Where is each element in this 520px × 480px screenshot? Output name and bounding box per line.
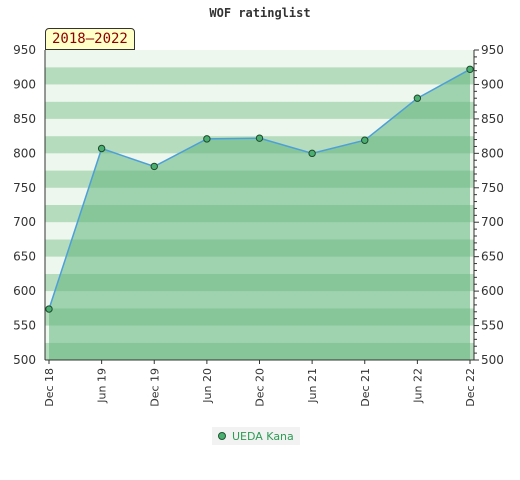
y-tick-label: 750 xyxy=(481,181,504,195)
grid-band xyxy=(45,101,474,119)
y-tick-label: 750 xyxy=(13,181,36,195)
x-tick-label: Dec 21 xyxy=(359,368,372,407)
y-tick-label: 950 xyxy=(481,43,504,57)
y-tick-label: 850 xyxy=(13,112,36,126)
y-tick-label: 900 xyxy=(481,77,504,91)
y-tick-label: 600 xyxy=(13,284,36,298)
grid-band xyxy=(45,118,474,137)
data-point[interactable] xyxy=(255,134,264,142)
legend-marker-icon xyxy=(218,432,226,440)
grid-band xyxy=(45,67,474,85)
data-point[interactable] xyxy=(413,94,422,102)
y-tick-label: 500 xyxy=(481,353,504,367)
y-tick-label: 650 xyxy=(13,250,36,264)
x-tick-label: Jun 20 xyxy=(201,368,214,404)
y-tick-label: 900 xyxy=(13,77,36,91)
y-tick-label: 700 xyxy=(13,215,36,229)
y-tick-label: 950 xyxy=(13,43,36,57)
y-axis-left: 500 550 600 650 700 750 800 850 900 950 xyxy=(13,43,46,367)
x-tick-label: Dec 19 xyxy=(148,368,161,407)
y-tick-label: 800 xyxy=(13,146,36,160)
data-point[interactable] xyxy=(308,149,316,158)
y-tick-label: 700 xyxy=(481,215,504,229)
data-point[interactable] xyxy=(466,65,474,73)
x-tick-label: Jun 21 xyxy=(306,368,319,404)
x-tick-label: Dec 18 xyxy=(43,368,56,407)
x-tick-label: Jun 19 xyxy=(96,368,109,404)
data-point[interactable] xyxy=(150,162,158,171)
y-tick-label: 650 xyxy=(481,250,504,264)
grid-band xyxy=(45,50,474,68)
x-axis: Dec 18 Jun 19 Dec 19 Jun 20 Dec 20 Jun 21 Dec … xyxy=(43,359,477,407)
y-tick-label: 850 xyxy=(481,112,504,126)
chart-title: WOF ratinglist xyxy=(209,6,310,20)
y-tick-label: 500 xyxy=(13,353,36,367)
y-tick-label: 550 xyxy=(13,319,36,333)
y-tick-label: 800 xyxy=(481,146,504,160)
data-point[interactable] xyxy=(203,135,211,143)
period-label: 2018–2022 xyxy=(45,28,135,50)
x-tick-label: Dec 22 xyxy=(464,368,477,407)
legend[interactable]: UEDA Kana xyxy=(212,427,300,445)
data-points xyxy=(45,65,474,313)
data-point[interactable] xyxy=(45,305,53,313)
y-axis-right: 500 550 600 650 700 750 800 850 900 950 xyxy=(473,43,504,367)
grid-band xyxy=(45,84,474,102)
y-tick-label: 600 xyxy=(481,284,504,298)
data-point[interactable] xyxy=(97,144,106,153)
y-tick-label: 550 xyxy=(481,319,504,333)
data-point[interactable] xyxy=(361,136,369,144)
x-tick-label: Jun 22 xyxy=(411,368,424,404)
legend-label: UEDA Kana xyxy=(232,429,294,443)
x-tick-label: Dec 20 xyxy=(254,368,267,407)
